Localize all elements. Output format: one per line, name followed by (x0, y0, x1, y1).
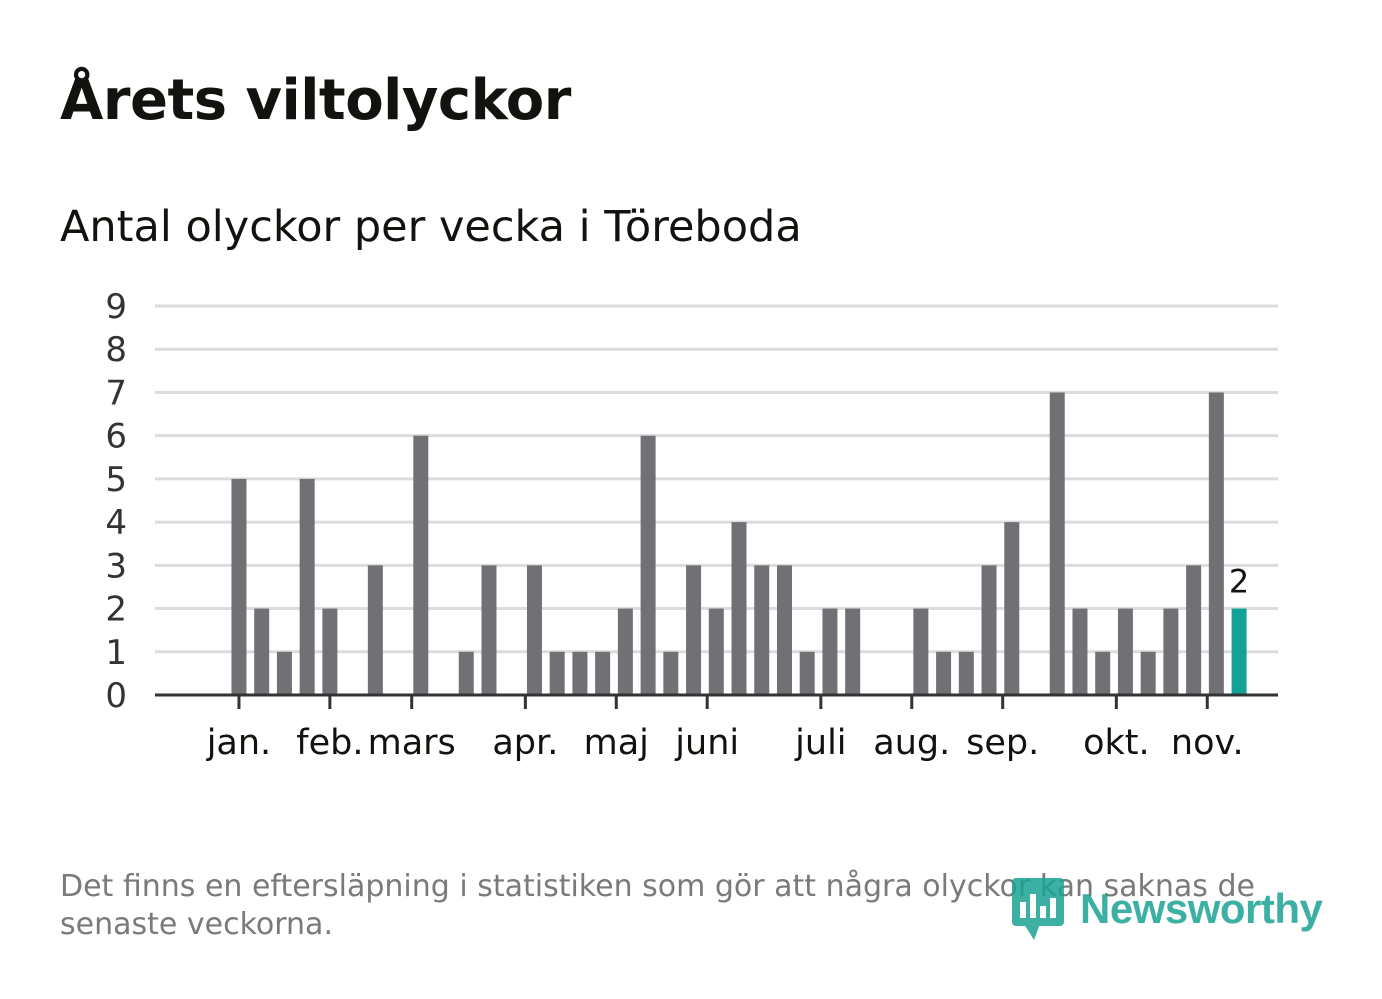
bar (1140, 651, 1156, 695)
bar (776, 565, 792, 695)
bar (458, 651, 474, 695)
y-tick-label: 9 (105, 287, 127, 327)
bars (231, 392, 1247, 695)
y-tick-label: 0 (105, 676, 127, 716)
bar (526, 565, 542, 695)
x-tick-label: jan. (206, 723, 271, 763)
gridlines (155, 304, 1278, 654)
brand-logo: Newsworthy (1010, 876, 1323, 942)
bar (231, 478, 247, 695)
y-tick-label: 7 (105, 373, 127, 413)
bar (1163, 608, 1179, 695)
x-tick-label: aug. (873, 723, 950, 763)
bar (481, 565, 497, 695)
bar (822, 608, 838, 695)
x-tick-label: sep. (966, 723, 1039, 763)
y-tick-label: 8 (105, 330, 127, 370)
bar (367, 565, 383, 695)
bar (754, 565, 770, 695)
x-tick-label: juni (674, 723, 739, 763)
bar (1072, 608, 1088, 695)
x-tick-label: maj (584, 723, 649, 763)
bar (936, 651, 952, 695)
bar (595, 651, 611, 695)
brand-name: Newsworthy (1080, 885, 1323, 932)
x-tick-label: apr. (492, 723, 558, 763)
bar (617, 608, 633, 695)
bar (322, 608, 338, 695)
bar (958, 651, 974, 695)
y-tick-label: 5 (105, 460, 127, 500)
x-tick-label: mars (368, 723, 456, 763)
bar (1117, 608, 1133, 695)
x-tick-label: feb. (296, 723, 363, 763)
bar (1004, 522, 1020, 695)
bar (549, 651, 565, 695)
bar (572, 651, 588, 695)
bar (299, 478, 315, 695)
bar (413, 435, 429, 695)
bar (981, 565, 997, 695)
y-tick-label: 1 (105, 633, 127, 673)
bar (708, 608, 724, 695)
chart-title: Årets viltolyckor (60, 68, 571, 133)
bar (663, 651, 679, 695)
bar (254, 608, 270, 695)
y-tick-label: 4 (105, 503, 127, 543)
bar (1049, 392, 1065, 695)
bar-highlight (1231, 608, 1247, 695)
data-labels: 2 (1229, 563, 1249, 601)
data-label-latest: 2 (1229, 563, 1249, 601)
bar (731, 522, 747, 695)
bar (276, 651, 292, 695)
bar (1095, 651, 1111, 695)
chart-subtitle: Antal olyckor per vecka i Töreboda (60, 202, 802, 252)
bar (640, 435, 656, 695)
x-axis-ticks: jan. feb. mars apr. maj juni juli aug. sep. okt. n… (206, 695, 1244, 763)
bar (1208, 392, 1224, 695)
bar (799, 651, 815, 695)
bar (1186, 565, 1202, 695)
bar (845, 608, 861, 695)
x-tick-label: okt. (1083, 723, 1150, 763)
y-tick-label: 6 (105, 417, 127, 457)
y-tick-label: 2 (105, 590, 127, 630)
x-tick-label: nov. (1171, 723, 1244, 763)
newsworthy-logo-icon (1012, 878, 1064, 940)
bar (913, 608, 929, 695)
y-tick-label: 3 (105, 546, 127, 586)
x-tick-label: juli (794, 723, 846, 763)
bar (686, 565, 702, 695)
